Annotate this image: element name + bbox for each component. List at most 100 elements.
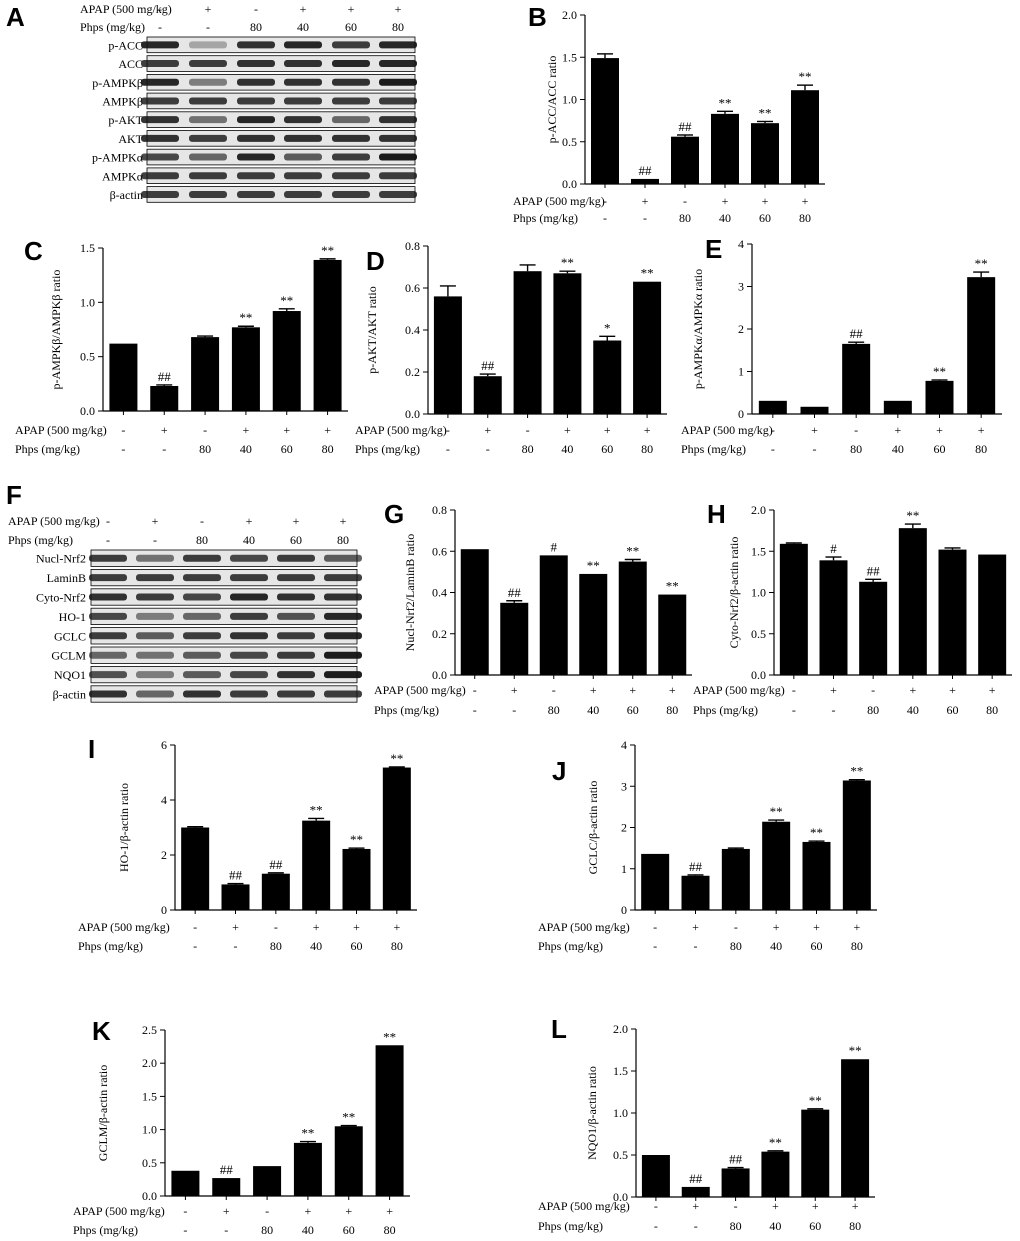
apap-label: APAP (500 mg/kg) (78, 920, 170, 934)
phps-value: - (694, 1219, 698, 1233)
apap-value: + (852, 1199, 859, 1213)
blot-band (189, 41, 227, 49)
blot-strip (89, 685, 362, 703)
blot-band (183, 671, 221, 679)
y-tick-label: 1.5 (751, 544, 766, 558)
apap-value: + (340, 514, 347, 528)
panel-letter-h: H (707, 499, 726, 529)
phps-value: - (643, 211, 647, 225)
phps-value: 60 (601, 442, 613, 456)
apap-value: + (223, 1204, 230, 1218)
phps-value: - (158, 20, 162, 34)
blot-frame (90, 569, 358, 587)
y-tick-label: 1.0 (142, 1123, 157, 1137)
blot-band (237, 153, 275, 161)
chart-h: H 0.0 0.5 1.0 1.5 2.0 Cyto-Nrf2/β-actin ratio -… (693, 499, 1012, 717)
blot-band (284, 41, 322, 49)
blot-band (332, 78, 370, 86)
blot-strip (141, 92, 417, 110)
phps-label: Phps (mg/kg) (15, 442, 80, 456)
bar (779, 543, 808, 675)
bar (539, 555, 568, 675)
blot-band (89, 612, 127, 620)
bar (802, 841, 831, 910)
phps-value: - (694, 939, 698, 953)
blot-band (183, 651, 221, 659)
chart-j: J 0 1 2 3 4 GCLC/β-actin ratio - - ## + - - 80 ** +40 **… (538, 738, 877, 953)
blot-band (189, 153, 227, 161)
blot-band (237, 60, 275, 68)
blot-band (277, 554, 315, 562)
apap-value: + (669, 683, 676, 697)
apap-label: APAP (500 mg/kg) (538, 920, 630, 934)
blot-band (332, 153, 370, 161)
blot-band (183, 554, 221, 562)
apap-label: APAP (500 mg/kg) (374, 683, 466, 697)
bar (711, 113, 739, 184)
panel-letter-b: B (528, 2, 547, 32)
significance-mark: ** (769, 1135, 782, 1150)
blot-band (237, 116, 275, 124)
blot-strip (141, 148, 417, 166)
blot-band (230, 651, 268, 659)
significance-mark: ** (810, 825, 823, 840)
blot-band (284, 172, 322, 180)
panel-letter-a: A (6, 2, 25, 32)
phps-value: 80 (851, 939, 863, 953)
bar (721, 848, 750, 910)
apap-value: - (446, 423, 450, 437)
bar (334, 1126, 363, 1196)
y-tick-label: 4 (161, 793, 167, 807)
phps-value: 40 (302, 1223, 314, 1237)
y-tick-label: 1.0 (80, 295, 95, 309)
blot-band (141, 172, 179, 180)
chart-e: E 0 1 2 3 4 p-AMPKα/AMPKα ratio - - + - ## - 80 +40 ** +… (681, 234, 1002, 456)
bar (681, 875, 710, 910)
apap-label: APAP (500 mg/kg) (681, 423, 773, 437)
bar (109, 343, 138, 411)
blot-band (141, 97, 179, 105)
chart-i: I 0 2 4 6 HO-1/β-actin ratio - - ## + - ## - 80 ** +40 *… (78, 734, 417, 953)
phps-value: 80 (641, 442, 653, 456)
y-tick-label: 0.4 (432, 586, 447, 600)
blot-band (284, 134, 322, 142)
bar (762, 821, 791, 910)
y-tick-label: 0.0 (142, 1189, 157, 1203)
y-axis-label: HO-1/β-actin ratio (117, 783, 131, 872)
phps-value: 40 (240, 442, 252, 456)
apap-value: + (802, 194, 809, 208)
blot-panel-a: A APAP (500 mg/kg)Phps (mg/kg)--+--80+40+… (6, 2, 417, 203)
bar (191, 337, 220, 411)
significance-mark: ** (641, 266, 654, 281)
phps-value: 80 (850, 442, 862, 456)
y-tick-label: 1.5 (562, 50, 577, 64)
bar (212, 1178, 241, 1196)
apap-value: + (246, 514, 253, 528)
phps-label: Phps (mg/kg) (681, 442, 746, 456)
blot-band (183, 593, 221, 601)
apap-value: - (854, 423, 858, 437)
y-tick-label: 0.2 (432, 627, 447, 641)
blot-band (136, 651, 174, 659)
blot-band (379, 41, 417, 49)
blot-band (277, 651, 315, 659)
apap-value: + (564, 423, 571, 437)
bar (181, 827, 210, 910)
apap-value: + (348, 2, 355, 16)
bar (171, 1170, 200, 1196)
phps-label: Phps (mg/kg) (693, 703, 758, 717)
phps-value: 40 (892, 442, 904, 456)
blot-strip (141, 167, 417, 184)
apap-value: + (305, 1204, 312, 1218)
apap-value: - (771, 423, 775, 437)
apap-label: APAP (500 mg/kg) (538, 1199, 630, 1213)
y-tick-label: 0 (621, 903, 627, 917)
panel-letter-e: E (705, 234, 722, 264)
bar (221, 884, 250, 910)
blot-band (89, 574, 127, 582)
significance-mark: ** (350, 832, 363, 847)
phps-value: 40 (243, 533, 255, 547)
band-label: p-AKT (108, 113, 143, 127)
y-tick-label: 0.0 (405, 407, 420, 421)
apap-value: - (871, 683, 875, 697)
